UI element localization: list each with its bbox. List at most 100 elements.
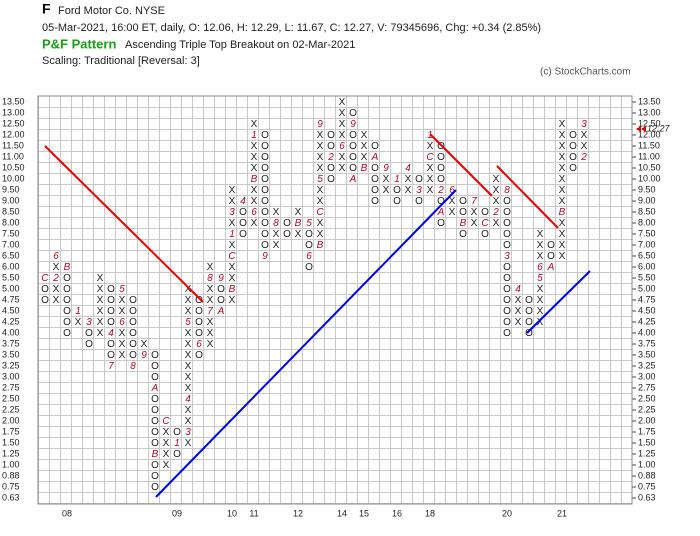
- month-marker: 9: [350, 119, 356, 130]
- y-tick-label: 7.00: [2, 239, 20, 249]
- y-tick-label: 9.50: [2, 184, 20, 194]
- y-tick-label: 3.00: [2, 371, 20, 381]
- last-price-arrow: [636, 126, 646, 133]
- month-marker: 1: [75, 306, 81, 317]
- last-price: 12.27: [647, 123, 671, 133]
- box-symbol: X: [185, 438, 192, 449]
- month-marker: B: [64, 262, 71, 273]
- box-symbol: O: [349, 152, 357, 163]
- box-symbol: O: [503, 317, 511, 328]
- box-symbol: O: [261, 229, 269, 240]
- box-symbol: O: [327, 163, 335, 174]
- box-symbol: X: [515, 306, 522, 317]
- box-symbol: O: [305, 262, 313, 273]
- box-symbol: X: [559, 119, 566, 130]
- box-symbol: X: [207, 339, 214, 350]
- box-symbol: X: [97, 306, 104, 317]
- box-symbol: X: [559, 163, 566, 174]
- box-symbol: X: [163, 438, 170, 449]
- box-symbol: X: [185, 339, 192, 350]
- box-symbol: X: [229, 295, 236, 306]
- y-tick-label: 3.50: [638, 349, 656, 359]
- y-tick-label: 4.75: [2, 294, 20, 304]
- y-tick-label: 2.75: [638, 382, 656, 392]
- resistance-line: [429, 133, 493, 197]
- box-symbol: X: [75, 317, 82, 328]
- box-symbol: X: [251, 119, 258, 130]
- y-tick-label: 9.00: [638, 195, 656, 205]
- y-tick-label: 9.50: [638, 184, 656, 194]
- month-marker: 6: [119, 317, 125, 328]
- box-symbol: O: [503, 273, 511, 284]
- month-marker: B: [559, 207, 566, 218]
- box-symbol: O: [327, 141, 335, 152]
- x-tick-label: 09: [172, 508, 182, 518]
- x-tick-label: 14: [337, 508, 347, 518]
- box-symbol: O: [283, 229, 291, 240]
- box-symbol: X: [185, 295, 192, 306]
- month-marker: 8: [207, 273, 213, 284]
- y-tick-label: 3.50: [2, 349, 20, 359]
- box-symbol: O: [481, 207, 489, 218]
- month-marker: B: [361, 163, 368, 174]
- month-marker: 6: [251, 207, 257, 218]
- y-tick-label: 13.50: [638, 96, 661, 106]
- box-symbol: O: [503, 207, 511, 218]
- box-symbol: X: [317, 152, 324, 163]
- box-symbol: O: [173, 427, 181, 438]
- box-symbol: X: [559, 152, 566, 163]
- y-tick-label: 0.63: [638, 492, 656, 502]
- box-symbol: O: [129, 350, 137, 361]
- month-marker: 7: [471, 196, 477, 207]
- box-symbol: O: [217, 295, 225, 306]
- month-marker: 1: [229, 229, 235, 240]
- box-symbol: O: [459, 207, 467, 218]
- box-symbol: O: [437, 163, 445, 174]
- box-symbol: X: [559, 185, 566, 196]
- box-symbol: O: [349, 163, 357, 174]
- box-symbol: O: [569, 163, 577, 174]
- month-marker: 6: [196, 339, 202, 350]
- resistance-line: [496, 165, 559, 229]
- box-symbol: X: [339, 119, 346, 130]
- box-symbol: O: [481, 229, 489, 240]
- box-symbol: O: [503, 284, 511, 295]
- box-symbol: X: [207, 284, 214, 295]
- y-tick-label: 0.75: [2, 481, 20, 491]
- box-symbol: X: [427, 185, 434, 196]
- box-symbol: O: [371, 196, 379, 207]
- box-symbol: X: [251, 152, 258, 163]
- month-marker: 3: [581, 119, 587, 130]
- box-symbol: O: [569, 130, 577, 141]
- box-symbol: X: [251, 185, 258, 196]
- box-symbol: O: [525, 328, 533, 339]
- y-tick-label: 7.50: [638, 228, 656, 238]
- y-tick-label: 6.00: [638, 261, 656, 271]
- box-symbol: X: [559, 130, 566, 141]
- box-symbol: X: [317, 196, 324, 207]
- box-symbol: O: [151, 471, 159, 482]
- month-marker: 1: [251, 130, 257, 141]
- box-symbol: X: [361, 152, 368, 163]
- box-symbol: X: [317, 229, 324, 240]
- y-tick-label: 4.50: [2, 305, 20, 315]
- box-symbol: O: [261, 196, 269, 207]
- y-tick-label: 8.50: [638, 206, 656, 216]
- box-symbol: X: [251, 141, 258, 152]
- box-symbol: X: [493, 174, 500, 185]
- box-symbol: O: [261, 218, 269, 229]
- box-symbol: O: [151, 460, 159, 471]
- month-marker: 4: [108, 328, 114, 339]
- y-tick-label: 12.00: [2, 129, 25, 139]
- box-symbol: X: [383, 174, 390, 185]
- box-symbol: X: [405, 174, 412, 185]
- month-marker: 4: [515, 284, 521, 295]
- month-marker: 3: [416, 185, 422, 196]
- symbol: F: [42, 1, 51, 17]
- box-symbol: O: [459, 229, 467, 240]
- box-symbol: O: [63, 328, 71, 339]
- y-tick-label: 10.50: [638, 162, 661, 172]
- month-marker: 3: [86, 317, 92, 328]
- x-tick-label: 11: [249, 508, 258, 518]
